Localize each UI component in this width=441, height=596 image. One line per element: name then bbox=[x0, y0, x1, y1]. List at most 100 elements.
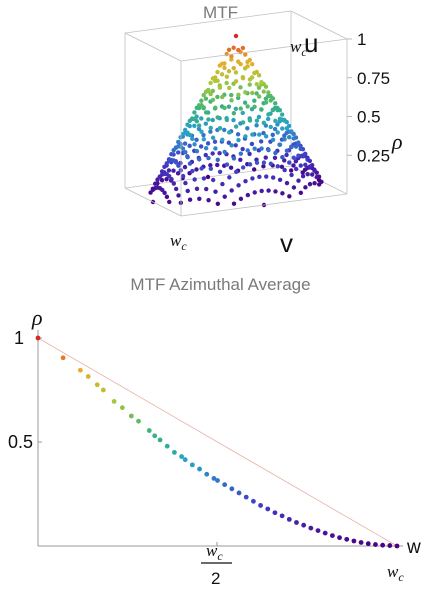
azimuthal-point bbox=[344, 536, 350, 542]
azimuthal-points bbox=[35, 335, 400, 549]
mtf-surface-point bbox=[203, 121, 209, 126]
mtf-surface-point bbox=[226, 69, 232, 74]
mtf-surface-point bbox=[199, 98, 204, 103]
mtf-surface-point bbox=[224, 117, 230, 123]
azimuthal-point bbox=[189, 462, 195, 468]
mtf-surface-point bbox=[282, 158, 287, 163]
mtf-surface-point bbox=[220, 137, 225, 143]
mtf-surface-point bbox=[296, 153, 301, 158]
azimuthal-point bbox=[358, 540, 364, 545]
mtf-surface-point bbox=[247, 77, 253, 82]
azimuthal-point bbox=[60, 355, 66, 361]
azimuthal-point bbox=[222, 482, 228, 488]
mtf-surface-point bbox=[190, 136, 195, 141]
mtf-surface-point bbox=[203, 152, 208, 158]
mtf-surface-point bbox=[298, 190, 304, 195]
mtf-surface-point bbox=[171, 168, 176, 173]
mtf-surface-point bbox=[217, 151, 222, 156]
mtf-surface-point bbox=[219, 72, 225, 77]
mtf-surface-point bbox=[220, 94, 225, 100]
mtf-surface-point bbox=[240, 146, 245, 152]
azimuthal-point bbox=[329, 533, 335, 538]
mtf-surface-point bbox=[245, 192, 251, 198]
mtf-surface-point bbox=[152, 181, 158, 186]
mtf-surface-point bbox=[231, 117, 236, 123]
mtf-surface-point bbox=[259, 146, 264, 151]
mtf-surface-point bbox=[235, 132, 241, 137]
mtf-surface-point bbox=[250, 90, 255, 96]
mtf-surface-point bbox=[251, 167, 257, 172]
mtf-surface-point bbox=[280, 191, 285, 196]
mtf-surface-point bbox=[240, 76, 246, 81]
mtf-surface-point bbox=[226, 104, 232, 109]
mtf-surface-point bbox=[296, 140, 301, 145]
mtf-surface-point bbox=[240, 165, 246, 170]
mtf-surface-point bbox=[213, 146, 218, 151]
mtf-surface-point bbox=[243, 134, 248, 139]
mtf-surface-point bbox=[279, 164, 285, 170]
fit-line bbox=[37, 337, 398, 547]
mtf-surface-point bbox=[222, 127, 227, 133]
azimuthal-point bbox=[251, 498, 256, 504]
mtf-surface-point bbox=[199, 166, 204, 171]
azimuthal-point bbox=[111, 399, 117, 404]
mtf-surface-point bbox=[298, 163, 303, 168]
mtf-surface-point bbox=[197, 196, 202, 202]
mtf-surface-point bbox=[240, 110, 245, 116]
mtf-surface-point bbox=[201, 105, 206, 110]
mtf-surface-point bbox=[205, 174, 211, 180]
mtf-surface-point bbox=[155, 177, 160, 182]
mtf-surface-point bbox=[254, 160, 260, 165]
mtf-surface-point bbox=[204, 186, 209, 192]
mtf-surface-point bbox=[201, 92, 206, 98]
mtf-surface-point bbox=[215, 69, 220, 75]
z-axis-ticks: 0.25 0.5 0.75 1 bbox=[347, 30, 390, 165]
mtf-surface-point bbox=[238, 61, 243, 67]
mtf-surface-point bbox=[229, 54, 234, 59]
mtf-surface-point bbox=[275, 164, 280, 169]
azimuthal-point bbox=[204, 471, 210, 477]
mtf-surface-point bbox=[247, 162, 253, 167]
mtf-surface-point bbox=[280, 154, 285, 160]
mtf-surface-point bbox=[256, 73, 262, 78]
mtf-surface-point bbox=[185, 154, 190, 160]
mtf-surface-point bbox=[208, 125, 213, 131]
mtf-surface-point bbox=[268, 124, 273, 130]
mtf-surface-point bbox=[289, 129, 294, 134]
mtf-surface-point bbox=[291, 155, 297, 160]
z-tick-label: 1 bbox=[357, 30, 366, 49]
mtf-surface-point bbox=[222, 194, 227, 199]
mtf-surface-point bbox=[236, 137, 241, 143]
mtf-surface-point bbox=[213, 105, 218, 110]
mtf-surface-point bbox=[176, 139, 181, 145]
mtf-surface-point bbox=[264, 174, 269, 179]
azimuthal-point bbox=[197, 466, 202, 472]
mtf-surface-point bbox=[222, 149, 227, 155]
mtf-surface-point bbox=[224, 80, 229, 86]
mtf-surface-point bbox=[210, 151, 215, 156]
mtf-surface-point bbox=[162, 164, 167, 169]
mtf-surface-point bbox=[266, 188, 271, 193]
mtf-surface-point bbox=[233, 79, 239, 84]
azimuthal-chart-title: MTF Azimuthal Average bbox=[130, 275, 311, 294]
mtf-surface-point bbox=[291, 163, 296, 168]
azimuthal-point bbox=[182, 457, 188, 463]
mtf-surface-point bbox=[175, 150, 181, 155]
azimuthal-point bbox=[77, 367, 83, 373]
mtf-surface-point bbox=[226, 85, 232, 91]
mtf-surface-point bbox=[252, 70, 257, 76]
mtf-surface-point bbox=[252, 98, 257, 103]
x-tick-label-half: wc 2 bbox=[201, 541, 232, 588]
mtf-surface-point bbox=[187, 197, 193, 202]
mtf-surface-point bbox=[263, 155, 268, 160]
mtf-surface-point bbox=[303, 185, 308, 190]
mtf-surface-point bbox=[185, 122, 190, 127]
mtf-surface-point bbox=[206, 117, 211, 122]
mtf-surface-point bbox=[270, 137, 276, 142]
mtf-surface-point bbox=[194, 186, 200, 192]
mtf-surface-point bbox=[227, 130, 232, 135]
azimuthal-point bbox=[315, 528, 321, 534]
z-tick-label: 0.75 bbox=[357, 69, 390, 88]
mtf-surface-point bbox=[203, 96, 209, 101]
mtf-surface-point bbox=[215, 162, 220, 168]
